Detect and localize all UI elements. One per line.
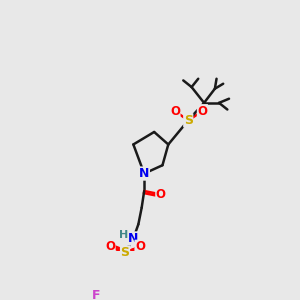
Text: O: O (197, 105, 207, 118)
Text: O: O (105, 240, 115, 253)
Text: O: O (170, 105, 180, 118)
Text: H: H (119, 230, 128, 240)
Text: S: S (184, 114, 193, 127)
Text: O: O (135, 240, 145, 253)
Text: N: N (139, 167, 149, 180)
Text: N: N (128, 232, 139, 245)
Text: O: O (156, 188, 166, 201)
Text: F: F (92, 289, 101, 300)
Text: S: S (121, 246, 130, 259)
